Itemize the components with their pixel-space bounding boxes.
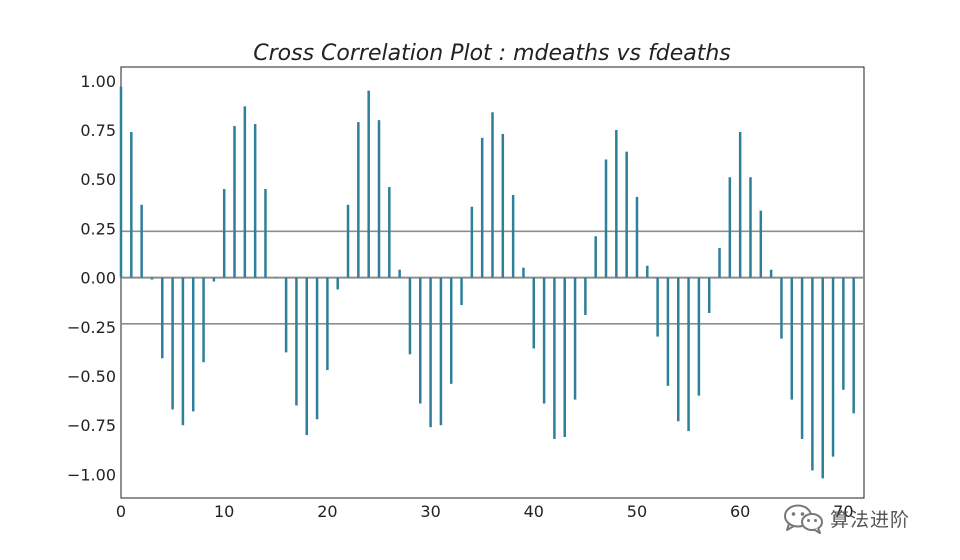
correlation-bar xyxy=(150,277,154,280)
correlation-bar xyxy=(542,277,546,404)
correlation-bar xyxy=(326,277,329,371)
correlation-bar xyxy=(212,277,216,282)
correlation-bar xyxy=(295,277,298,406)
correlation-bar xyxy=(336,277,339,290)
x-tick-label: 30 xyxy=(420,502,440,521)
correlation-bar xyxy=(707,277,711,314)
y-tick-label: 0.25 xyxy=(80,219,116,238)
correlation-bar xyxy=(718,248,721,278)
watermark: 算法进阶 xyxy=(782,500,910,536)
correlation-bar xyxy=(532,277,536,349)
correlation-bar xyxy=(140,204,143,278)
correlation-bar xyxy=(367,90,370,278)
correlation-bar xyxy=(666,277,670,386)
correlation-bar xyxy=(274,277,278,279)
x-tick-label: 60 xyxy=(730,502,750,521)
correlation-bar xyxy=(749,177,752,278)
correlation-bar xyxy=(171,277,174,410)
correlation-bar xyxy=(811,277,814,471)
correlation-bar xyxy=(480,137,484,278)
correlation-bar xyxy=(439,277,443,426)
correlation-bar xyxy=(738,131,742,278)
correlation-bar xyxy=(419,277,422,404)
correlation-bar xyxy=(222,189,226,278)
correlation-bar xyxy=(563,277,566,437)
correlation-bar xyxy=(491,112,494,278)
y-tick-label: −0.25 xyxy=(67,318,116,337)
correlation-bar xyxy=(429,277,432,428)
y-tick-label: 0.00 xyxy=(80,269,116,288)
y-axis-ticks: 1.00 0.75 0.50 0.25 0.00 −0.25 −0.50 −0.75 −1.00 xyxy=(67,72,116,485)
correlation-bar xyxy=(284,277,288,353)
correlation-bar xyxy=(615,129,618,278)
correlation-bar xyxy=(780,277,783,339)
chart-title: Cross Correlation Plot : mdeaths vs fdea… xyxy=(253,41,731,66)
correlation-bar xyxy=(790,277,794,400)
correlation-bar xyxy=(635,196,639,278)
correlation-bar xyxy=(130,131,133,278)
y-tick-label: 0.50 xyxy=(80,170,116,189)
correlation-bar xyxy=(522,267,525,278)
correlation-bar xyxy=(388,187,391,278)
correlation-bars xyxy=(119,86,855,479)
correlation-bar xyxy=(460,277,463,306)
y-tick-label: −0.50 xyxy=(67,367,116,386)
x-tick-label: 40 xyxy=(524,502,544,521)
correlation-bar xyxy=(264,189,267,278)
correlation-bar xyxy=(759,210,763,278)
correlation-bar xyxy=(181,277,185,426)
y-tick-label: 1.00 xyxy=(80,72,116,91)
correlation-bar xyxy=(511,194,515,278)
correlation-bar xyxy=(119,86,123,278)
correlation-bar xyxy=(769,269,773,278)
correlation-bar xyxy=(315,277,319,420)
y-tick-label: 0.75 xyxy=(80,121,116,140)
correlation-bar xyxy=(821,277,824,479)
x-tick-label: 10 xyxy=(214,502,234,521)
correlation-bar xyxy=(573,277,577,400)
correlation-bar xyxy=(470,206,474,278)
correlation-bar xyxy=(584,277,587,315)
correlation-bar xyxy=(625,151,628,278)
correlation-bar xyxy=(842,277,845,390)
correlation-bar xyxy=(852,277,855,414)
correlation-bar xyxy=(800,277,804,439)
x-tick-label: 20 xyxy=(317,502,337,521)
correlation-bar xyxy=(501,133,505,278)
correlation-bar xyxy=(831,277,835,457)
correlation-bar xyxy=(687,277,690,432)
correlation-bar xyxy=(677,277,680,422)
correlation-bar xyxy=(604,159,608,278)
correlation-bar xyxy=(553,277,556,439)
correlation-bar xyxy=(253,124,257,278)
x-tick-label: 50 xyxy=(627,502,647,521)
correlation-bar xyxy=(377,120,381,278)
y-tick-label: −0.75 xyxy=(67,416,116,435)
correlation-bar xyxy=(357,122,360,278)
correlation-bar xyxy=(191,277,195,412)
watermark-text: 算法进阶 xyxy=(830,508,911,531)
correlation-bar xyxy=(346,204,350,278)
correlation-bar xyxy=(243,106,247,278)
correlation-bar xyxy=(233,126,236,278)
correlation-bar xyxy=(594,236,597,278)
correlation-bar xyxy=(305,277,308,436)
correlation-bar xyxy=(646,265,649,278)
correlation-bar xyxy=(449,277,453,384)
correlation-bar xyxy=(728,177,732,278)
correlation-bar xyxy=(697,277,701,396)
correlation-bar xyxy=(202,277,205,363)
correlation-bar xyxy=(408,277,412,355)
correlation-bar xyxy=(398,269,401,278)
x-axis-ticks: 0 10 20 30 40 50 60 70 xyxy=(116,502,854,521)
wechat-icon xyxy=(784,504,823,534)
correlation-bar xyxy=(656,277,659,337)
y-tick-label: −1.00 xyxy=(67,465,116,484)
x-tick-label: 70 xyxy=(833,502,853,521)
correlation-bar xyxy=(161,277,164,359)
x-tick-label: 0 xyxy=(116,502,126,521)
